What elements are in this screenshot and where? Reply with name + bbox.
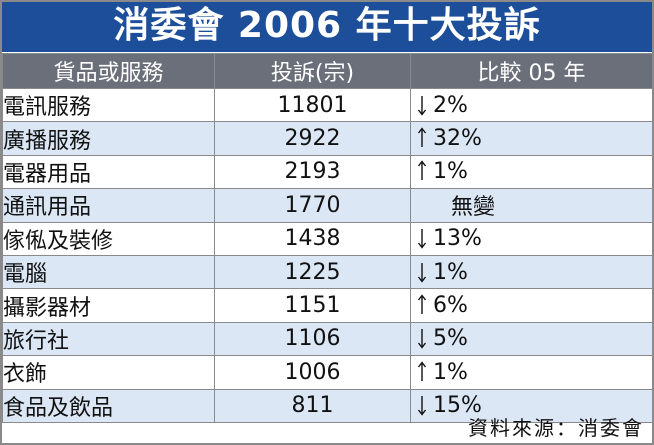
table-row: 傢俬及裝修 1438 13% <box>2 221 653 256</box>
arrow-down-icon <box>412 260 434 285</box>
cell-category: 衣飾 <box>2 355 215 390</box>
arrow-down-icon <box>412 93 434 118</box>
cell-change: 1% <box>410 355 653 390</box>
page-title: 消委會 2006 年十大投訴 <box>113 5 541 46</box>
cell-complaints: 1438 <box>214 221 411 256</box>
cell-category: 通訊用品 <box>2 188 215 223</box>
change-value: 6% <box>433 293 468 319</box>
cell-category: 旅行社 <box>2 321 215 357</box>
cell-change: 1% <box>410 154 653 190</box>
table-row: 廣播服務 2922 32% <box>2 121 653 156</box>
table-row: 電腦 1225 1% <box>2 254 653 290</box>
change-value: 15% <box>433 393 482 419</box>
table-row: 食品及飲品 811 15% <box>2 388 653 423</box>
arrow-up-icon <box>412 293 434 318</box>
table-row: 旅行社 1106 5% <box>2 321 653 357</box>
cell-complaints: 811 <box>214 388 411 423</box>
cell-change: 13% <box>410 221 653 256</box>
cell-change: 5% <box>410 321 653 357</box>
complaints-table: 貨品或服務 投訴(宗) 比較 05 年 電訊服務 11801 2% 廣播服務 2922 3… <box>2 53 653 423</box>
cell-change: 15% <box>410 388 653 423</box>
arrow-down-icon <box>412 393 434 418</box>
column-header-change: 比較 05 年 <box>410 53 653 89</box>
table-row: 通訊用品 1770 無變 <box>2 188 653 223</box>
table-body: 電訊服務 11801 2% 廣播服務 2922 32% 電器用品 2193 1% 通訊用品 1770… <box>2 87 653 423</box>
cell-complaints: 1770 <box>214 188 411 223</box>
table-row: 衣飾 1006 1% <box>2 355 653 390</box>
change-value: 1% <box>433 359 468 385</box>
change-value: 無變 <box>451 195 496 221</box>
table-row: 電器用品 2193 1% <box>2 154 653 190</box>
cell-complaints: 1151 <box>214 288 411 323</box>
cell-complaints: 11801 <box>214 87 411 123</box>
cell-change: 32% <box>410 121 653 156</box>
column-header-complaints: 投訴(宗) <box>214 53 411 89</box>
column-header-category: 貨品或服務 <box>2 53 215 89</box>
cell-category: 電訊服務 <box>2 87 215 123</box>
arrow-up-icon <box>412 126 434 151</box>
cell-change: 2% <box>410 87 653 123</box>
table-row: 攝影器材 1151 6% <box>2 288 653 323</box>
cell-complaints: 1006 <box>214 355 411 390</box>
change-value: 13% <box>433 226 482 252</box>
cell-category: 食品及飲品 <box>2 388 215 423</box>
change-value: 32% <box>433 126 482 152</box>
change-value: 5% <box>433 326 468 352</box>
change-value: 1% <box>433 159 468 185</box>
cell-complaints: 2922 <box>214 121 411 156</box>
cell-change: 6% <box>410 288 653 323</box>
title-bar <box>0 0 654 52</box>
cell-complaints: 1106 <box>214 321 411 357</box>
cell-complaints: 1225 <box>214 254 411 290</box>
arrow-up-icon <box>412 360 434 385</box>
table-header-row: 貨品或服務 投訴(宗) 比較 05 年 <box>2 53 653 89</box>
change-value: 1% <box>433 259 468 285</box>
cell-change: 無變 <box>410 188 653 223</box>
cell-category: 傢俬及裝修 <box>2 221 215 256</box>
arrow-up-icon <box>412 159 434 184</box>
cell-category: 廣播服務 <box>2 121 215 156</box>
cell-category: 電器用品 <box>2 154 215 190</box>
cell-complaints: 2193 <box>214 154 411 190</box>
cell-category: 攝影器材 <box>2 288 215 323</box>
arrow-down-icon <box>412 226 434 251</box>
change-value: 2% <box>433 92 468 118</box>
cell-change: 1% <box>410 254 653 290</box>
cell-category: 電腦 <box>2 254 215 290</box>
table-row: 電訊服務 11801 2% <box>2 87 653 123</box>
arrow-down-icon <box>412 326 434 351</box>
source-note: 資料來源：消委會 <box>468 416 644 440</box>
